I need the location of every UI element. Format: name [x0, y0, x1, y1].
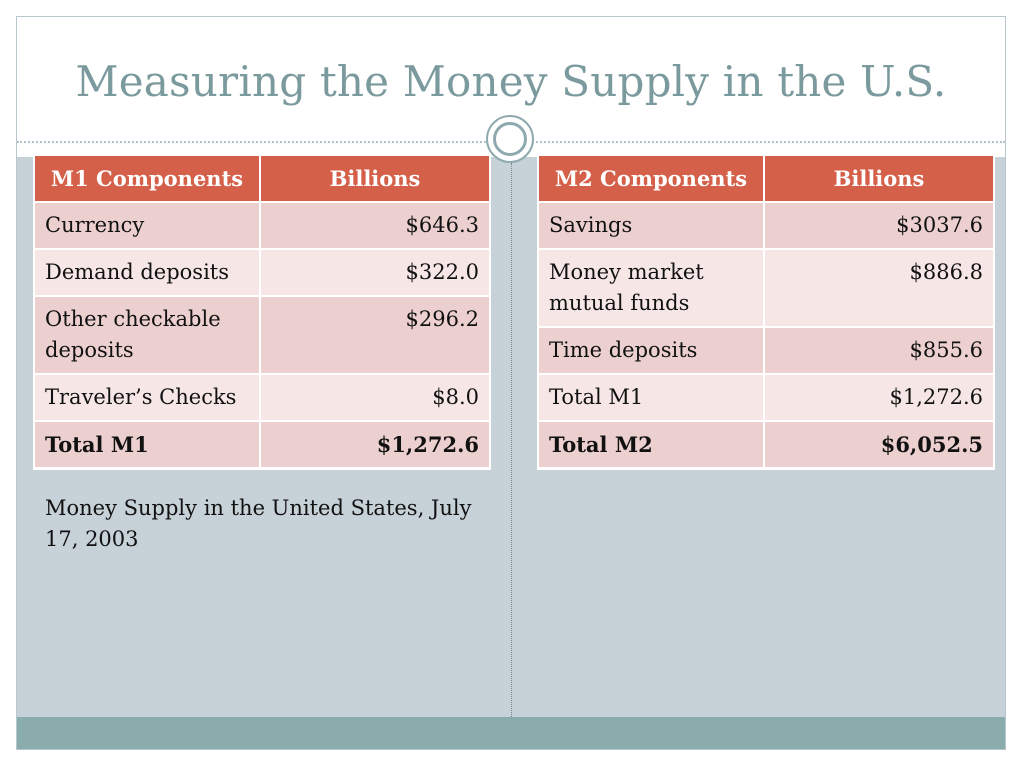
table-row: Traveler’s Checks $8.0	[33, 373, 491, 422]
column-divider	[511, 163, 512, 717]
value-cell: $1,272.6	[259, 420, 491, 470]
table-row: Other checkable deposits $296.2	[33, 295, 491, 375]
m2-components-table: M2 Components Billions Savings $3037.6 M…	[537, 153, 995, 470]
table-header-row: M2 Components Billions	[537, 153, 995, 203]
value-cell: $8.0	[259, 373, 491, 422]
table-header-row: M1 Components Billions	[33, 153, 491, 203]
value-cell: $296.2	[259, 295, 491, 375]
component-cell: Other checkable deposits	[33, 295, 261, 375]
table-row: Total M1 $1,272.6	[537, 373, 995, 422]
column-header: Billions	[763, 153, 995, 203]
component-cell: Traveler’s Checks	[33, 373, 261, 422]
total-row: Total M2 $6,052.5	[537, 420, 995, 470]
component-cell: Time deposits	[537, 326, 765, 375]
component-cell: Total M1	[33, 420, 261, 470]
value-cell: $886.8	[763, 248, 995, 328]
total-row: Total M1 $1,272.6	[33, 420, 491, 470]
component-cell: Demand deposits	[33, 248, 261, 297]
value-cell: $6,052.5	[763, 420, 995, 470]
value-cell: $3037.6	[763, 201, 995, 250]
table-row: Savings $3037.6	[537, 201, 995, 250]
value-cell: $1,272.6	[763, 373, 995, 422]
slide: Measuring the Money Supply in the U.S. M…	[16, 16, 1006, 750]
table-row: Time deposits $855.6	[537, 326, 995, 375]
footer-bar	[17, 717, 1005, 749]
column-header: M2 Components	[537, 153, 765, 203]
component-cell: Savings	[537, 201, 765, 250]
component-cell: Total M2	[537, 420, 765, 470]
value-cell: $855.6	[763, 326, 995, 375]
slide-title: Measuring the Money Supply in the U.S.	[75, 57, 947, 106]
value-cell: $646.3	[259, 201, 491, 250]
component-cell: Currency	[33, 201, 261, 250]
value-cell: $322.0	[259, 248, 491, 297]
table-row: Currency $646.3	[33, 201, 491, 250]
component-cell: Money market mutual funds	[537, 248, 765, 328]
table-row: Money market mutual funds $886.8	[537, 248, 995, 328]
caption-text: Money Supply in the United States, July …	[45, 496, 472, 551]
column-header: Billions	[259, 153, 491, 203]
column-header: M1 Components	[33, 153, 261, 203]
component-cell: Total M1	[537, 373, 765, 422]
circle-ornament-icon	[486, 115, 534, 163]
m1-components-table: M1 Components Billions Currency $646.3 D…	[33, 153, 491, 470]
table-row: Demand deposits $322.0	[33, 248, 491, 297]
